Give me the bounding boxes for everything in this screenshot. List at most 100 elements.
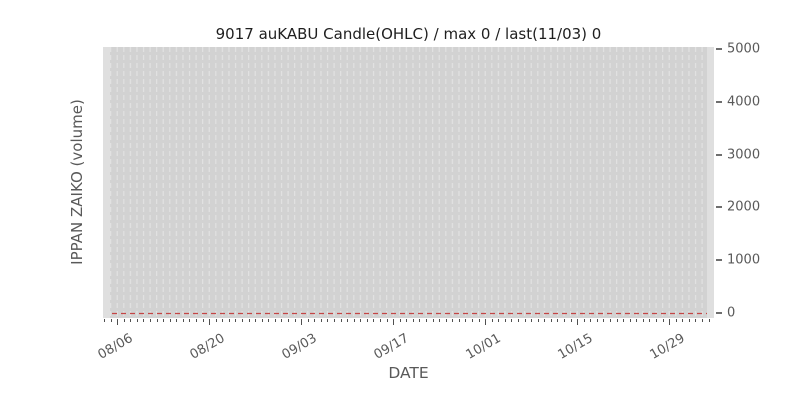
x-axis-minor-tick bbox=[412, 319, 414, 322]
x-axis-minor-tick bbox=[320, 319, 322, 322]
x-axis-minor-tick bbox=[432, 319, 434, 322]
x-axis-minor-tick bbox=[334, 319, 335, 322]
x-axis-minor-tick bbox=[123, 319, 125, 322]
y-axis-tick bbox=[716, 100, 722, 103]
x-axis-minor-tick bbox=[465, 319, 467, 322]
chart-title: 9017 auKABU Candle(OHLC) / max 0 / last(… bbox=[215, 25, 602, 43]
x-axis-minor-tick bbox=[314, 319, 316, 322]
y-tick-label: 4000 bbox=[727, 94, 761, 110]
y-tick-label: 2000 bbox=[727, 199, 761, 215]
x-axis-minor-tick bbox=[642, 319, 644, 322]
x-axis-minor-tick bbox=[366, 319, 368, 322]
y-tick-label: 1000 bbox=[727, 252, 761, 268]
x-axis-minor-tick bbox=[110, 319, 112, 322]
x-axis-minor-tick bbox=[570, 319, 572, 322]
x-axis-minor-tick bbox=[235, 319, 237, 322]
x-axis-minor-tick bbox=[452, 319, 454, 322]
y-tick-label: 5000 bbox=[727, 41, 761, 57]
x-axis-minor-tick bbox=[196, 319, 197, 322]
y-tick-label: 3000 bbox=[727, 147, 761, 163]
x-axis-minor-tick bbox=[623, 319, 625, 322]
x-axis-minor-tick bbox=[268, 319, 270, 322]
x-axis-minor-tick bbox=[242, 319, 243, 322]
x-axis-minor-tick bbox=[176, 319, 178, 322]
plot-canvas bbox=[103, 47, 714, 318]
x-axis-minor-tick bbox=[511, 319, 513, 322]
plot-left-margin bbox=[103, 47, 110, 318]
x-axis-minor-tick bbox=[380, 319, 381, 322]
x-axis-minor-tick bbox=[281, 319, 283, 322]
x-axis-minor-tick bbox=[261, 319, 263, 322]
x-axis-minor-tick bbox=[550, 319, 552, 322]
x-axis-minor-tick bbox=[215, 319, 217, 322]
x-tick-label: 09/03 bbox=[279, 331, 320, 363]
x-axis-minor-tick bbox=[340, 319, 342, 322]
x-axis-minor-tick bbox=[294, 319, 296, 322]
x-tick-label: 10/29 bbox=[647, 331, 688, 363]
x-axis-minor-tick bbox=[518, 319, 519, 322]
x-axis-major-tick bbox=[301, 319, 303, 325]
x-axis-major-tick bbox=[485, 319, 487, 325]
y-axis-tick bbox=[716, 312, 722, 314]
x-axis-minor-tick bbox=[439, 319, 441, 322]
x-axis-minor-tick bbox=[288, 319, 289, 322]
x-axis-minor-tick bbox=[327, 319, 329, 322]
x-axis-minor-tick bbox=[353, 319, 355, 322]
y-tick-label: 0 bbox=[727, 305, 736, 321]
x-axis-minor-tick bbox=[610, 319, 611, 322]
y-axis-tick bbox=[716, 259, 722, 262]
x-axis-minor-tick bbox=[104, 319, 105, 322]
x-axis-minor-tick bbox=[649, 319, 651, 322]
x-axis-minor-tick bbox=[274, 319, 276, 322]
x-axis-minor-tick bbox=[688, 319, 690, 322]
x-axis-minor-tick bbox=[531, 319, 533, 322]
x-axis-minor-tick bbox=[307, 319, 309, 322]
x-axis-minor-tick bbox=[228, 319, 230, 322]
x-axis-minor-tick bbox=[564, 319, 565, 322]
x-axis-minor-tick bbox=[386, 319, 388, 322]
x-tick-label: 10/01 bbox=[463, 331, 504, 363]
x-axis-minor-tick bbox=[616, 319, 618, 322]
x-axis-minor-tick bbox=[130, 319, 132, 322]
x-axis-major-tick bbox=[669, 319, 671, 325]
x-axis-minor-tick bbox=[150, 319, 151, 322]
x-axis-minor-tick bbox=[656, 319, 657, 322]
x-axis-minor-tick bbox=[189, 319, 191, 322]
x-axis-minor-tick bbox=[136, 319, 138, 322]
x-axis-minor-tick bbox=[163, 319, 165, 322]
x-axis-minor-tick bbox=[399, 319, 401, 322]
x-axis-minor-tick bbox=[222, 319, 224, 322]
x-tick-label: 08/06 bbox=[95, 331, 136, 363]
x-axis-minor-tick bbox=[360, 319, 362, 322]
x-axis-minor-tick bbox=[478, 319, 480, 322]
x-axis-minor-tick bbox=[695, 319, 697, 322]
x-axis-minor-tick bbox=[583, 319, 585, 322]
x-axis-minor-tick bbox=[426, 319, 427, 322]
x-axis-minor-tick bbox=[202, 319, 204, 322]
x-axis-minor-tick bbox=[557, 319, 559, 322]
x-axis-minor-tick bbox=[675, 319, 677, 322]
x-axis-minor-tick bbox=[682, 319, 684, 322]
x-axis-minor-tick bbox=[169, 319, 171, 322]
y-axis-tick bbox=[716, 48, 722, 50]
x-axis-major-tick bbox=[117, 319, 119, 325]
x-axis-minor-tick bbox=[458, 319, 460, 322]
x-axis-major-tick bbox=[393, 319, 395, 325]
plot-area bbox=[103, 47, 714, 318]
x-axis-minor-tick bbox=[498, 319, 500, 322]
x-axis-minor-tick bbox=[636, 319, 638, 322]
x-axis-label: DATE bbox=[388, 364, 429, 382]
x-axis-minor-tick bbox=[504, 319, 506, 322]
x-axis-minor-tick bbox=[702, 319, 703, 322]
x-axis-minor-tick bbox=[445, 319, 447, 322]
plot-right-margin bbox=[707, 47, 714, 318]
x-tick-label: 10/15 bbox=[555, 331, 596, 363]
x-axis-minor-tick bbox=[182, 319, 184, 322]
x-axis-minor-tick bbox=[248, 319, 250, 322]
y-axis-tick bbox=[716, 206, 722, 209]
x-axis-minor-tick bbox=[406, 319, 408, 322]
x-axis-minor-tick bbox=[347, 319, 349, 322]
gridline-field bbox=[107, 47, 707, 318]
x-axis-minor-tick bbox=[590, 319, 592, 322]
